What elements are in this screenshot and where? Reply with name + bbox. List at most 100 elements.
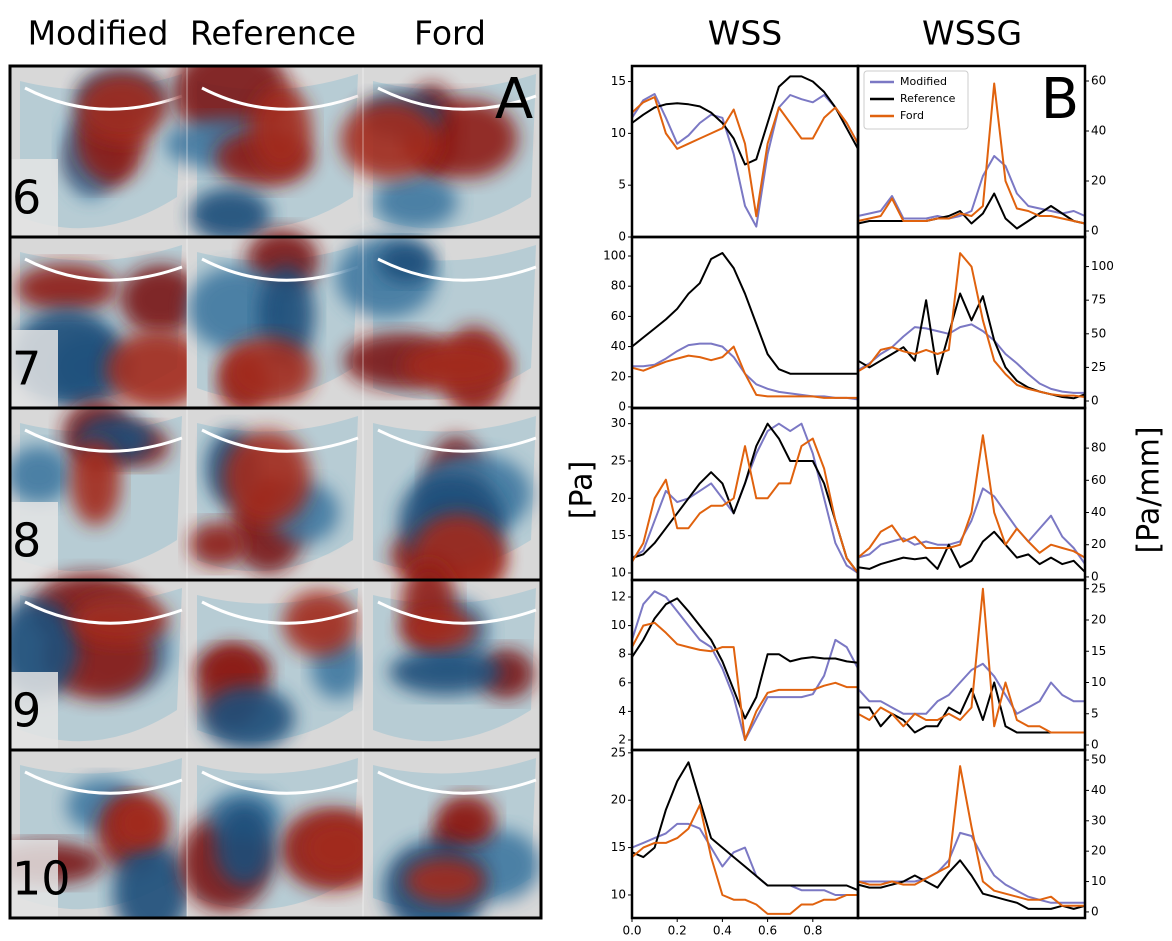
- y-tick-label: 80: [1091, 441, 1106, 455]
- series-line: [857, 662, 1085, 715]
- centerline: [201, 770, 359, 795]
- y-tick-label: 15: [611, 74, 626, 88]
- series-line: [857, 765, 1085, 907]
- y-tick-label: 4: [618, 704, 626, 718]
- hot-region: [70, 440, 121, 526]
- row-label-background: [10, 159, 58, 237]
- hot-region: [404, 857, 486, 904]
- y-tick-label: 20: [611, 793, 626, 807]
- cold-region: [378, 241, 435, 283]
- y-tick-label: 20: [1091, 537, 1106, 551]
- series-line: [857, 530, 1086, 573]
- cold-region: [10, 446, 72, 504]
- y-tick-label: 0: [1091, 224, 1099, 238]
- y-tick-label: 20: [1091, 613, 1106, 627]
- series-line: [857, 192, 1086, 230]
- series-line: [631, 597, 859, 720]
- y-tick-label: 8: [618, 647, 626, 661]
- panel-letter: B: [1041, 67, 1079, 132]
- y-tick-label: 0: [1091, 738, 1099, 752]
- series-line: [631, 621, 858, 741]
- y-tick-label: 40: [1091, 124, 1106, 138]
- centerline: [377, 770, 537, 795]
- axes-frame: [856, 748, 1087, 920]
- y-tick-label: 20: [611, 491, 626, 505]
- centerline: [201, 86, 359, 111]
- series-line: [631, 804, 858, 915]
- centerline: [24, 428, 183, 453]
- series-line: [631, 345, 858, 399]
- hot-region: [120, 264, 202, 335]
- y-tick-label: 0: [1091, 904, 1099, 918]
- y-tick-label: 25: [1091, 360, 1106, 374]
- y-tick-label: 10: [611, 618, 626, 632]
- series-line: [857, 323, 1085, 394]
- y-tick-label: 10: [611, 565, 626, 579]
- y-tick-label: 15: [611, 840, 626, 854]
- row-label-background: [10, 840, 58, 918]
- legend-label: Ford: [900, 109, 924, 122]
- centerline: [377, 86, 537, 111]
- series-line: [858, 681, 1085, 734]
- cold-region: [389, 648, 503, 696]
- series-line: [857, 587, 1085, 734]
- y-tick-label: 12: [611, 590, 626, 604]
- y-tick-label: 2: [618, 732, 626, 746]
- axes-frame: [856, 235, 1087, 410]
- y-tick-label: 40: [1091, 505, 1106, 519]
- series-line: [857, 487, 1086, 565]
- y-tick-label: 20: [1091, 844, 1106, 858]
- x-tick-label: 0.2: [668, 924, 687, 938]
- y-tick-label: 0: [1091, 569, 1099, 583]
- centerline: [24, 770, 183, 795]
- y-tick-label: 20: [611, 369, 626, 383]
- series-line: [631, 75, 859, 166]
- hot-region: [251, 86, 312, 173]
- y-tick-label: 75: [1091, 293, 1106, 307]
- row-label-background: [10, 502, 58, 580]
- centerline: [377, 428, 537, 453]
- cold-region: [113, 842, 190, 918]
- y-tick-label: 10: [1091, 874, 1106, 888]
- y-tick-label: 25: [1091, 581, 1106, 595]
- series-line: [631, 93, 859, 228]
- cold-region: [374, 174, 458, 229]
- series-line: [631, 252, 858, 375]
- centerline: [201, 428, 359, 453]
- series-line: [857, 252, 1086, 398]
- hot-region: [189, 522, 246, 567]
- panel-letter: A: [495, 67, 533, 132]
- y-tick-label: 5: [1091, 706, 1099, 720]
- series-line: [858, 831, 1085, 904]
- series-line: [631, 437, 859, 574]
- y-tick-label: 40: [1091, 783, 1106, 797]
- column-header: WSS: [708, 14, 783, 53]
- row-label: 10: [12, 852, 71, 906]
- x-tick-label: 0.4: [713, 924, 732, 938]
- cold-region: [189, 188, 271, 243]
- y-tick-label: 25: [611, 745, 626, 759]
- y-tick-label: 20: [1091, 174, 1106, 188]
- centerline: [201, 600, 359, 625]
- centerline: [24, 86, 183, 111]
- y-tick-label: 30: [611, 416, 626, 430]
- row-label: 7: [12, 342, 41, 396]
- axes-frame: [856, 406, 1087, 582]
- x-tick-label: 0.0: [622, 924, 641, 938]
- y-tick-label: 0: [1091, 394, 1099, 408]
- series-line: [857, 155, 1086, 220]
- y-axis-label: [Pa]: [565, 461, 600, 520]
- column-header: Reference: [190, 14, 356, 53]
- render-grid: 6 7 8 9 10: [10, 66, 541, 918]
- hot-region: [15, 264, 118, 312]
- y-tick-label: 40: [611, 339, 626, 353]
- centerline: [24, 257, 183, 282]
- series-line: [857, 82, 1086, 225]
- hot-region: [340, 100, 439, 180]
- hot-region: [71, 594, 169, 646]
- panel-frame: [8, 64, 543, 920]
- row-label: 6: [12, 171, 41, 225]
- series-line: [631, 96, 859, 218]
- y-tick-label: 30: [1091, 813, 1106, 827]
